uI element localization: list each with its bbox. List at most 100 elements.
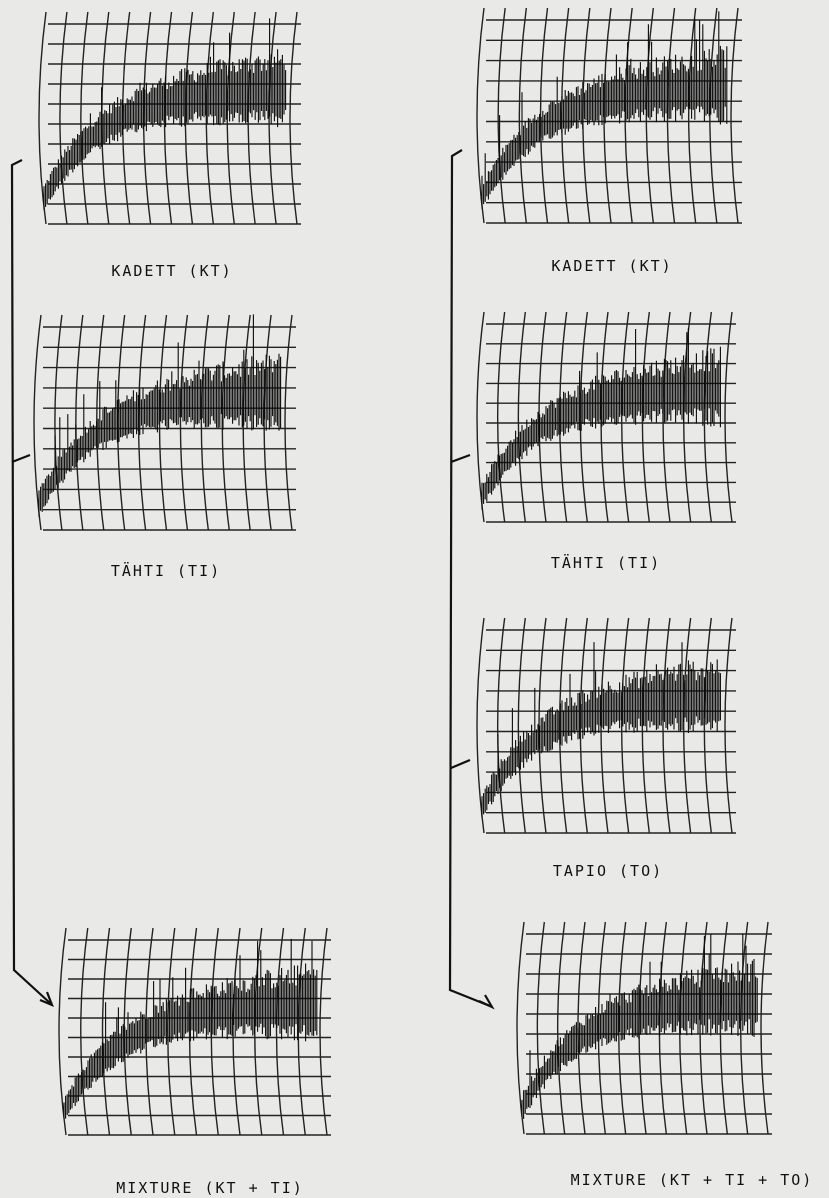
trace — [43, 18, 287, 210]
grid-arc — [662, 617, 671, 834]
grid-arc — [617, 921, 627, 1135]
grid-arc — [579, 617, 589, 834]
grid-arc — [600, 311, 609, 523]
grid-arc — [59, 11, 68, 225]
grid-arc — [476, 7, 485, 224]
grid-arc — [682, 617, 692, 834]
trace-lines — [43, 18, 287, 210]
connectors — [10, 149, 495, 1010]
trace — [481, 328, 721, 510]
recording-chart — [476, 7, 742, 224]
chart-grid — [38, 11, 301, 225]
grid-arc — [297, 927, 306, 1136]
panel-label: MIXTURE (KT + TI) — [116, 1179, 304, 1197]
trace — [63, 938, 318, 1119]
grid-arc — [678, 921, 688, 1135]
right-arrowhead — [478, 994, 495, 1010]
panel-label: TÄHTI (TI) — [551, 553, 661, 572]
trace-lines — [481, 642, 721, 818]
panel-label: KADETT (KT) — [111, 262, 232, 280]
panel-label: TAPIO (TO) — [553, 862, 663, 880]
grid-arc — [289, 11, 298, 225]
panel-label: MIXTURE (KT + TI + TO) — [571, 1171, 814, 1189]
grid-arc — [558, 617, 568, 834]
grid-arc — [719, 921, 729, 1135]
trace — [521, 933, 758, 1119]
grid-arc — [284, 314, 293, 531]
grid-arc — [558, 311, 568, 523]
grid-arc — [538, 617, 547, 834]
trace — [481, 642, 721, 818]
trace — [481, 11, 728, 209]
grid-arc — [496, 311, 506, 523]
grid-arc — [620, 311, 630, 523]
grid-arc — [476, 617, 485, 834]
grid-arc — [226, 11, 235, 225]
grid-arc — [724, 617, 733, 834]
grid-arc — [33, 314, 42, 531]
grid-arc — [184, 11, 194, 225]
grid-arc — [600, 617, 609, 834]
right-branch-2 — [450, 758, 471, 770]
grid-arc — [641, 311, 651, 523]
grid-arc — [263, 314, 272, 531]
left-branch — [11, 453, 31, 464]
grid-arc — [624, 7, 633, 224]
grid-arc — [730, 7, 739, 224]
grid-arc — [38, 11, 47, 225]
trace-lines — [521, 933, 758, 1119]
trace-lines — [38, 314, 282, 517]
grid-arc — [232, 927, 241, 1136]
grid-arc — [80, 927, 89, 1136]
grid-arc — [518, 7, 528, 224]
recording-chart — [38, 11, 301, 225]
grid-arc — [538, 311, 547, 523]
grid-arc — [556, 921, 566, 1135]
grid-arc — [476, 311, 485, 523]
grid-arc — [188, 927, 198, 1136]
grid-arc — [703, 617, 713, 834]
trace-lines — [481, 328, 721, 510]
grid-arc — [739, 921, 749, 1135]
grid-arc — [662, 311, 671, 523]
grid-arc — [58, 927, 67, 1136]
trace — [38, 314, 282, 517]
grid-arc — [517, 617, 527, 834]
chart-grid — [516, 921, 772, 1135]
left-arrowhead — [39, 991, 54, 1008]
panel-label: TÄHTI (TI) — [111, 561, 221, 580]
recording-chart — [476, 617, 736, 834]
recording-chart — [476, 311, 736, 523]
grid-arc — [319, 927, 328, 1136]
grid-arc — [516, 921, 525, 1135]
grid-arc — [517, 311, 527, 523]
grid-arc — [724, 311, 733, 523]
grid-arc — [620, 617, 630, 834]
grid-arc — [80, 11, 89, 225]
grid-arc — [179, 314, 189, 531]
grid-arc — [760, 921, 769, 1135]
grid-arc — [205, 11, 215, 225]
recording-chart — [33, 314, 296, 531]
grid-arc — [275, 927, 285, 1136]
grid-arc — [703, 311, 713, 523]
grid-arc — [101, 927, 111, 1136]
right-bracket-arrow — [448, 149, 491, 1008]
grid-arc — [496, 617, 506, 834]
recording-chart — [58, 927, 331, 1136]
grid-arc — [200, 314, 210, 531]
grid-arc — [247, 11, 256, 225]
grid-arc — [242, 314, 251, 531]
trace-lines — [63, 938, 318, 1119]
grid-arc — [709, 7, 718, 224]
recording-chart — [516, 921, 772, 1135]
grid-arc — [687, 7, 697, 224]
grid-arc — [536, 921, 546, 1135]
left-bracket-arrow — [10, 159, 51, 1004]
grid-arc — [539, 7, 549, 224]
trace-lines — [481, 11, 728, 209]
grid-arc — [268, 11, 277, 225]
grid-arc — [75, 314, 84, 531]
